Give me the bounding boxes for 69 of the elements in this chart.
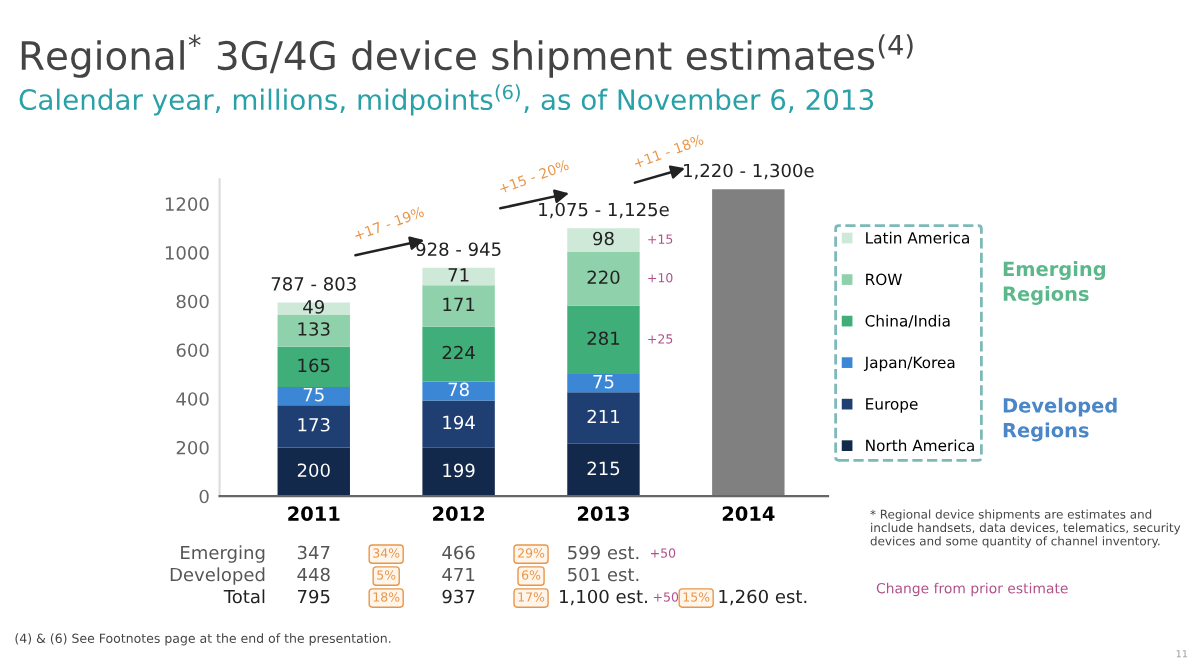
text: Developed Regions xyxy=(1003,397,1117,442)
bar xyxy=(567,392,640,444)
y-tick-label: 800 xyxy=(176,294,209,309)
text: 1,100 est. xyxy=(560,589,647,606)
y-tick-label: 1000 xyxy=(165,245,209,260)
data-label: 199 xyxy=(443,463,475,478)
bar xyxy=(277,447,350,497)
bar xyxy=(422,381,495,401)
y-tick-label: 1200 xyxy=(165,197,209,211)
text: 466 xyxy=(442,545,475,560)
text: 448 xyxy=(297,567,330,582)
bar xyxy=(277,405,350,448)
data-label: 49 xyxy=(303,300,324,314)
y-tick-label: 600 xyxy=(176,343,209,358)
bar xyxy=(567,305,640,375)
data-label: 133 xyxy=(298,322,330,336)
bar xyxy=(277,387,350,406)
bar xyxy=(567,252,640,306)
data-label: 200 xyxy=(297,463,330,478)
bar xyxy=(567,443,640,497)
data-label: 98 xyxy=(593,231,614,246)
text: 347 xyxy=(297,545,330,560)
text: Emerging xyxy=(181,545,265,563)
text: 937 xyxy=(442,589,475,604)
bar xyxy=(422,285,495,327)
data-label: 215 xyxy=(587,461,620,476)
data-label: 171 xyxy=(443,297,475,311)
y-tick-label: 200 xyxy=(176,440,209,455)
data-label: 71 xyxy=(448,268,469,282)
x-tick-label: 2011 xyxy=(288,506,340,521)
data-label: 165 xyxy=(298,358,330,373)
bar xyxy=(422,267,495,286)
data-label: 75 xyxy=(303,387,324,402)
data-label: 75 xyxy=(593,375,614,389)
bar xyxy=(422,447,495,497)
x-tick-label: 2012 xyxy=(433,506,484,521)
x-tick-label: 2014 xyxy=(722,506,775,521)
text: 795 xyxy=(298,589,330,604)
bar xyxy=(567,374,640,393)
y-tick-label: 400 xyxy=(176,392,209,406)
data-label: 224 xyxy=(442,345,475,360)
data-label: 281 xyxy=(587,331,620,346)
bar xyxy=(422,326,495,382)
bar xyxy=(712,189,785,497)
y-tick-label: 0 xyxy=(199,489,209,504)
bar xyxy=(567,228,640,253)
data-label: 173 xyxy=(298,417,330,432)
text: Total xyxy=(223,589,265,604)
chart-title: Regional$^{*}$ 3G/4G device shipment estimates$^{(4)}$ xyxy=(21,34,913,78)
bar xyxy=(277,346,350,388)
annotation: 928 - 945 xyxy=(416,242,501,257)
chart-subtitle: Calendar year, millions, midpoints$^{(6)}$, as of November 6, 2013 xyxy=(19,84,874,116)
data-label: 220 xyxy=(587,270,620,285)
annotation: 1,220 - 1,300e xyxy=(684,163,814,180)
data-label: 194 xyxy=(443,415,475,430)
text: 501 est. xyxy=(568,567,639,582)
annotation: 1,075 - 1,125e xyxy=(539,202,669,219)
bar xyxy=(422,400,495,448)
annotation: 787 - 803 xyxy=(271,276,356,291)
text: 471 xyxy=(442,567,475,582)
text: Emerging Regions xyxy=(1003,261,1106,305)
bar xyxy=(277,302,350,315)
text: 599 est. xyxy=(568,545,639,560)
text: Developed xyxy=(170,567,265,585)
data-label: 78 xyxy=(448,382,469,397)
x-tick-label: 2013 xyxy=(577,506,629,521)
data-label: 211 xyxy=(587,409,620,424)
bar xyxy=(277,314,350,347)
text: 1,260 est. xyxy=(719,589,807,606)
